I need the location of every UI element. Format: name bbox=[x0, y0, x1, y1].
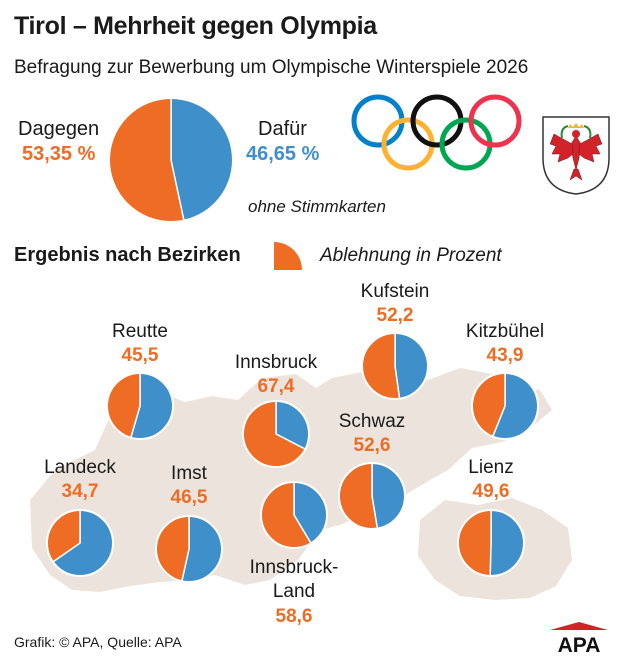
district-name-imst: Imst bbox=[171, 463, 207, 484]
legend-label: Ablehnung in Prozent bbox=[320, 245, 502, 266]
district-value-imst: 46,5 bbox=[170, 487, 208, 508]
pie-lienz bbox=[457, 509, 525, 577]
district-value-schwaz: 52,6 bbox=[353, 435, 391, 456]
pie-reutte bbox=[106, 372, 174, 440]
tirol-coat-of-arms-icon bbox=[542, 116, 610, 195]
district-name-innsbruck: Innsbruck bbox=[234, 352, 318, 373]
page-subtitle: Befragung zur Bewerbung um Olympische Wi… bbox=[14, 57, 529, 78]
pie-outline-reutte bbox=[106, 372, 174, 440]
pie-landeck bbox=[46, 509, 114, 577]
pie-slice-against-imst bbox=[155, 515, 190, 583]
district-name-landeck: Landeck bbox=[44, 457, 116, 478]
district-value-landeck: 34,7 bbox=[61, 481, 99, 502]
district-name-kitzbuehel: Kitzbühel bbox=[465, 321, 545, 342]
pie-innsbruck-land bbox=[260, 481, 328, 549]
overall-against-value: 53,35 % bbox=[22, 143, 96, 165]
district-name-kufstein: Kufstein bbox=[360, 281, 430, 302]
pie-outline-landeck bbox=[46, 509, 114, 577]
pie-outline-kufstein bbox=[361, 332, 429, 400]
pie-kufstein bbox=[361, 332, 429, 400]
pie-outline-schwaz bbox=[338, 462, 406, 530]
pie-kitzb-hel bbox=[471, 372, 539, 440]
district-value-innsbruck: 67,4 bbox=[257, 376, 295, 397]
district-value-kufstein: 52,2 bbox=[376, 305, 414, 326]
pie-slice-for-schwaz bbox=[371, 462, 406, 530]
district-value-kitzbuehel: 43,9 bbox=[486, 345, 524, 366]
legend-swatch bbox=[274, 242, 302, 270]
district-value-lienz: 49,6 bbox=[472, 481, 510, 502]
district-name-lienz: Lienz bbox=[468, 457, 514, 478]
page-title: Tirol – Mehrheit gegen Olympia bbox=[14, 12, 377, 40]
pie-slice-against-kufstein bbox=[361, 332, 401, 400]
pie-slice-for-kufstein bbox=[394, 332, 429, 400]
olympic-rings-icon bbox=[351, 94, 522, 171]
pie-outline-overall bbox=[108, 97, 234, 223]
district-name-schwaz: Schwaz bbox=[338, 411, 406, 432]
pie-slice-for-lienz bbox=[489, 509, 525, 577]
district-value-reutte: 45,5 bbox=[121, 345, 159, 366]
pie-outline-innsbruck-land bbox=[260, 481, 328, 549]
pie-overall bbox=[108, 97, 234, 223]
district-value-innsbruck-land: 58,6 bbox=[275, 606, 313, 627]
district-name-innsbruck-land: Innsbruck- Land bbox=[249, 557, 339, 602]
pie-slice-against-schwaz bbox=[338, 462, 379, 530]
pie-schwaz bbox=[338, 462, 406, 530]
apa-logo-text: APA bbox=[558, 634, 601, 654]
district-name-reutte: Reutte bbox=[112, 321, 168, 342]
overall-note: ohne Stimmkarten bbox=[248, 197, 386, 216]
pie-outline-kitzb-hel bbox=[471, 372, 539, 440]
pie-imst bbox=[155, 515, 223, 583]
pie-outline-imst bbox=[155, 515, 223, 583]
pie-outline-innsbruck bbox=[242, 400, 310, 468]
footer-credit: Grafik: © APA, Quelle: APA bbox=[14, 634, 182, 650]
section-title: Ergebnis nach Bezirken bbox=[14, 244, 241, 266]
apa-logo-icon: APA bbox=[550, 622, 608, 654]
pie-slice-against-lienz bbox=[457, 509, 492, 577]
overall-for-value: 46,65 % bbox=[246, 143, 320, 165]
pie-innsbruck bbox=[242, 400, 310, 468]
pie-outline-lienz bbox=[457, 509, 525, 577]
overall-against-label: Dagegen bbox=[18, 118, 100, 140]
overall-for-label: Dafür bbox=[258, 118, 307, 140]
